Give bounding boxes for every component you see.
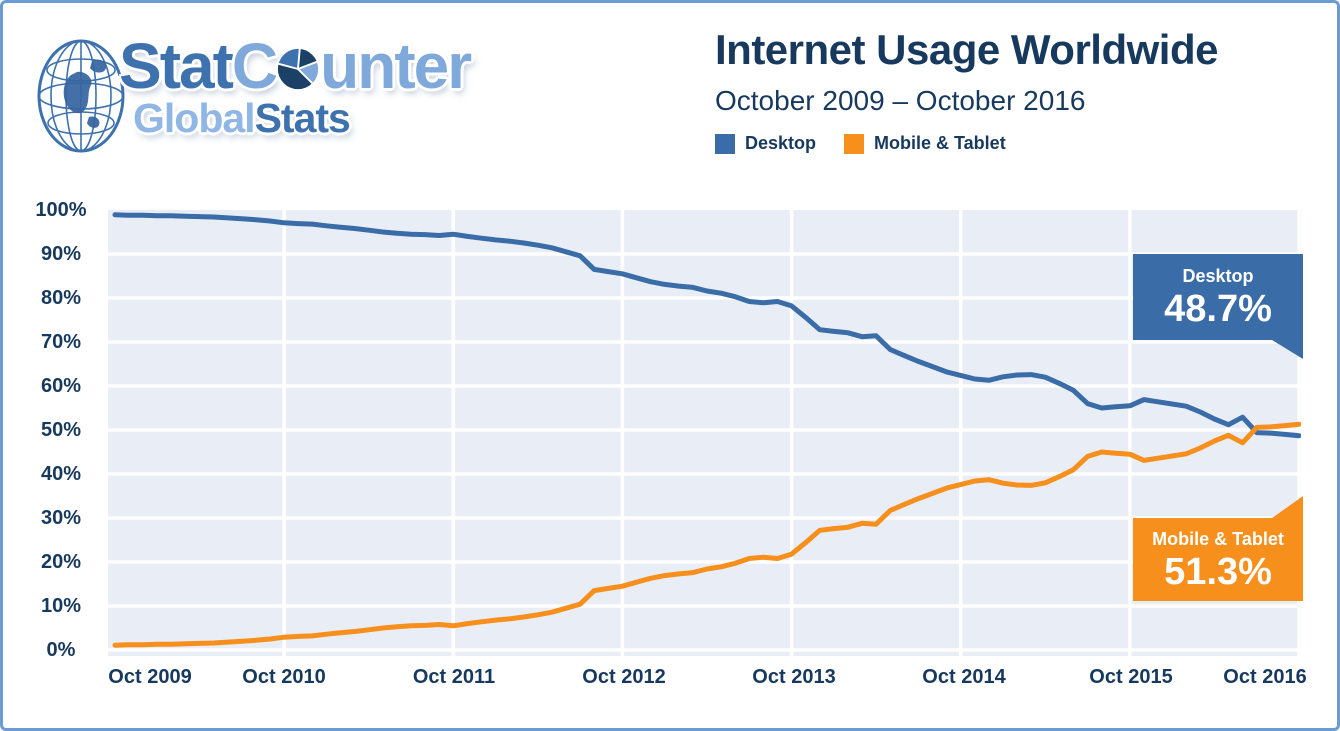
callout-mobile-inner: Mobile & Tablet 51.3% — [1133, 496, 1303, 593]
y-tick-label: 40% — [40, 463, 82, 485]
mobile-tablet-line — [112, 421, 1301, 648]
legend-label-desktop: Desktop — [745, 133, 817, 153]
plot-background — [108, 210, 1301, 656]
legend-label-mobile: Mobile & Tablet — [874, 133, 1006, 153]
legend-item-mobile: Mobile & Tablet — [844, 133, 1006, 154]
page-title: Internet Usage Worldwide — [715, 26, 1218, 73]
x-tick-label: Oct 2009 — [108, 666, 192, 688]
logo-text-stats: Stats — [254, 95, 351, 141]
y-tick-label: 0% — [46, 639, 76, 661]
x-tick-label: Oct 2013 — [752, 666, 836, 688]
logo-globalstats: GlobalStats — [133, 97, 470, 139]
logo-statcounter: StatC unter — [119, 30, 472, 102]
logo-wordmark: StatC unter GlobalStats — [119, 30, 472, 139]
x-tick-label: Oct 2015 — [1089, 666, 1173, 688]
chart-legend: Desktop Mobile & Tablet — [715, 133, 1311, 154]
y-tick-label: 100% — [35, 199, 87, 221]
logo-text-stat: Stat — [119, 30, 234, 102]
y-tick-label: 80% — [40, 287, 82, 309]
page-subtitle: October 2009 – October 2016 — [715, 85, 1086, 116]
callout-desktop-inner: Desktop 48.7% — [1133, 254, 1303, 330]
globe-icon — [37, 39, 125, 153]
statcounter-logo: StatC unter GlobalStats — [33, 25, 653, 175]
desktop-line — [112, 212, 1301, 439]
y-tick-label: 70% — [40, 331, 82, 353]
callout-desktop-label: Desktop — [1182, 266, 1254, 286]
callout-desktop-value: 48.7% — [1164, 288, 1272, 330]
y-tick-label: 90% — [40, 243, 82, 265]
x-tick-label: Oct 2016 — [1223, 666, 1307, 688]
legend-item-desktop: Desktop — [715, 133, 816, 154]
logo-text-unter: unter — [320, 30, 472, 102]
callout-mobile-label: Mobile & Tablet — [1152, 529, 1284, 549]
pie-chart-icon — [276, 46, 321, 92]
x-tick-label: Oct 2012 — [582, 666, 666, 688]
plot-area — [108, 210, 1301, 656]
logo-text-c: C — [231, 30, 278, 102]
header-block: Internet Usage Worldwide October 2009 – … — [715, 27, 1311, 154]
desktop-swatch — [715, 133, 735, 154]
y-tick-label: 50% — [40, 419, 82, 441]
x-tick-label: Oct 2014 — [922, 666, 1006, 688]
mobile-swatch — [844, 133, 865, 154]
y-tick-label: 10% — [40, 595, 82, 617]
y-tick-label: 20% — [40, 551, 82, 573]
callout-mobile-value: 51.3% — [1164, 551, 1272, 593]
x-tick-label: Oct 2010 — [242, 666, 326, 688]
y-tick-label: 60% — [40, 375, 82, 397]
logo-text-global: Global — [133, 95, 256, 141]
y-tick-label: 30% — [40, 507, 82, 529]
x-tick-label: Oct 2011 — [412, 666, 496, 688]
